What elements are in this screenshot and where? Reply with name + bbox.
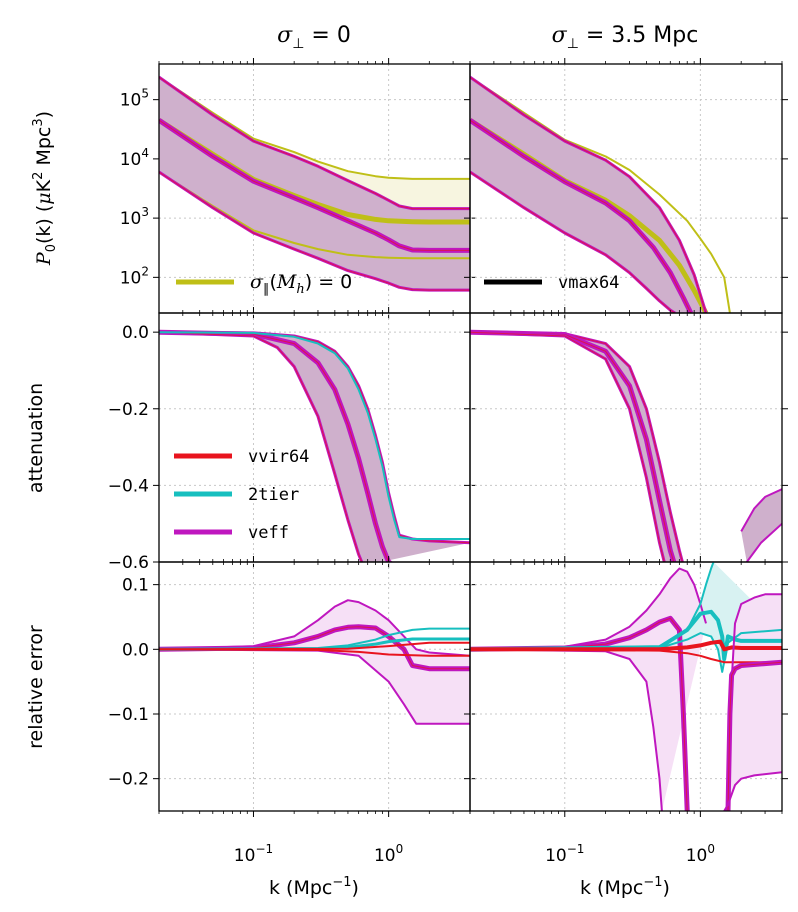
atten-col1-plot — [464, 307, 788, 568]
x-label-1: k (Mpc−1) — [580, 875, 670, 899]
series-magenta-mid-edge — [470, 617, 688, 811]
error-col1-frame — [469, 561, 783, 812]
series-mid-edge — [159, 331, 390, 562]
y-tick-label: −0.6 — [108, 553, 149, 573]
series-magenta-upper — [159, 599, 470, 657]
svg-text:σ∥(Mh) = 0: σ∥(Mh) = 0 — [250, 271, 352, 297]
series-magenta-tail-mid-edge — [727, 661, 782, 811]
series-olive-lower — [159, 171, 470, 260]
series-magenta-lower-edge — [470, 171, 676, 313]
legend-vvir64: vvir64 — [174, 447, 309, 467]
y-tick-label: −0.2 — [108, 400, 149, 420]
band-magenta-upper-magenta-lower — [159, 600, 470, 724]
series-magenta-tail-lower — [723, 771, 782, 811]
series-magenta-upper-edge — [159, 76, 470, 210]
series-lower-edge — [470, 331, 665, 562]
error-col1-plot: 10−1 100 — [464, 556, 788, 866]
svg-text:2tier: 2tier — [248, 485, 299, 505]
series-magenta-mid-edge — [159, 119, 470, 251]
error-col0-series — [159, 599, 470, 725]
svg-text:vmax64: vmax64 — [558, 273, 619, 293]
band-magenta-upper-magenta-lower — [159, 77, 470, 291]
legend-vmax64: vmax64 — [484, 273, 619, 293]
atten-col1-frame — [469, 312, 783, 563]
series-red-lower — [159, 648, 470, 657]
atten-col0-plot: 0.0 −0.2 −0.4 −0.6 — [108, 307, 476, 573]
series-lower-edge — [159, 331, 363, 562]
x-tick-label: 10−1 — [234, 842, 273, 866]
y-tick-label: 0.0 — [122, 323, 149, 343]
y-tick-label: 103 — [120, 205, 149, 229]
series-red-lower — [470, 648, 782, 664]
error-col0-plot: 0.1 0.0 −0.1 −0.2 10−1 100 — [108, 556, 476, 866]
y-tick-label: −0.2 — [108, 770, 149, 790]
series-magenta-lower — [159, 648, 470, 725]
series-cyan-mid — [470, 609, 782, 661]
band-upper-lower — [159, 332, 470, 562]
series-magenta-upper — [470, 567, 707, 651]
series-magenta-lower-edge — [159, 171, 470, 291]
power-col0-series — [159, 75, 470, 292]
legend-2tier: 2tier — [174, 485, 299, 505]
x-tick-label: 100 — [686, 842, 715, 866]
series-mid-edge — [470, 331, 675, 562]
series-tail-lower — [745, 522, 782, 562]
band-tail-upper-tail-lower — [741, 489, 782, 562]
y-tick-label: −0.4 — [108, 476, 149, 496]
series-lower — [470, 330, 666, 562]
legend-veff: veff — [174, 523, 289, 543]
y-tick-label: 102 — [120, 264, 149, 288]
y-label-relative-error: relative error — [25, 625, 47, 749]
atten-col1-series — [470, 329, 782, 562]
y-tick-label: 105 — [120, 87, 149, 111]
x-tick-label: 10−1 — [545, 842, 584, 866]
x-tick-label: 100 — [374, 842, 403, 866]
x-label-0: k (Mpc−1) — [269, 875, 359, 899]
y-tick-label: 104 — [120, 146, 149, 170]
column-title-0: σ⊥ = 0 — [277, 23, 351, 52]
y-tick-label: 0.1 — [122, 576, 149, 596]
series-magenta-lower — [470, 648, 663, 811]
y-label-attenuation: attenuation — [25, 383, 47, 493]
series-tail-upper — [740, 488, 782, 532]
y-tick-label: −0.1 — [108, 705, 149, 725]
band-cyan-upper-cyan-lower — [470, 562, 782, 672]
power-col1-series — [470, 75, 731, 313]
series-magenta-upper-edge — [470, 76, 707, 313]
error-col1-series — [470, 562, 782, 811]
legend-olive: σ∥(Mh) = 0 — [176, 271, 352, 297]
series-magenta-mid-edge — [159, 626, 470, 670]
svg-text:vvir64: vvir64 — [248, 447, 309, 467]
power-col0-plot: 102 103 104 105 — [120, 58, 476, 319]
power-col1-plot — [464, 58, 788, 319]
series-magenta-mid-edge — [470, 119, 692, 313]
y-tick-label: 0.0 — [122, 640, 149, 660]
svg-text:veff: veff — [248, 523, 289, 543]
band-magenta-upper-magenta-lower — [470, 568, 706, 811]
series-red-mid — [470, 639, 782, 652]
atten-col1-grid — [470, 313, 782, 562]
series-upper-edge — [470, 331, 683, 562]
band-upper-lower — [470, 332, 683, 562]
y-label-power: P0(k) (μK2 Mpc3) — [31, 111, 59, 266]
atten-col0-series — [159, 329, 470, 562]
series-cyan-a — [159, 331, 470, 540]
column-title-1: σ⊥ = 3.5 Mpc — [552, 23, 699, 52]
series-olive-upper — [159, 76, 470, 180]
